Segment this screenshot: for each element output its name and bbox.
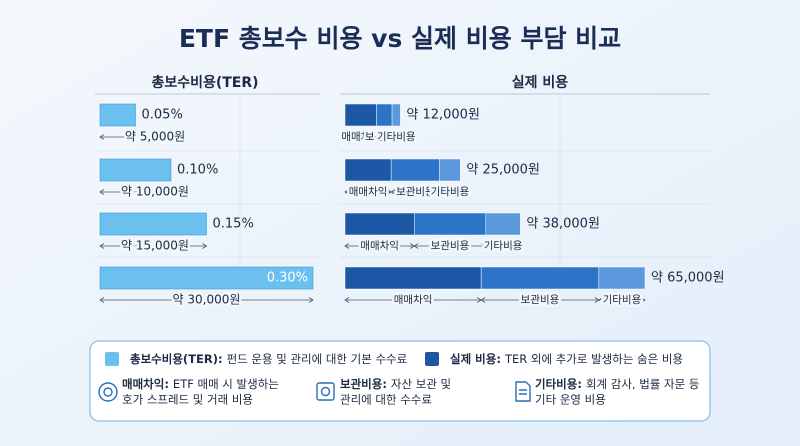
arrow-head — [166, 189, 172, 195]
bar — [99, 266, 314, 290]
bar — [99, 103, 136, 127]
note-desc: 호가 스프레드 및 거래 비용 — [122, 393, 253, 407]
note-text: 총보수비용(TER): 펀드 운용 및 관리에 대한 기본 수수료 — [130, 352, 407, 366]
total-label: 약 65,000원 — [651, 271, 725, 286]
arrow-head — [480, 297, 486, 303]
arrow-head — [308, 297, 314, 303]
segment-label: 기타비용 — [431, 186, 470, 198]
note-desc: ETF 매매 시 발생하는 — [173, 377, 279, 391]
bar-segment — [344, 266, 482, 290]
total-label: 약 12,000원 — [406, 108, 480, 123]
segment-label: 보관비용 — [396, 186, 435, 198]
note-desc: 펀드 운용 및 관리에 대한 기본 수수료 — [227, 352, 408, 366]
note-text: 실제 비용: TER 외에 추가로 발생하는 숨은 비용 — [450, 352, 683, 366]
note-term: 보관비용: — [340, 377, 387, 391]
value-label: 0.05% — [142, 108, 183, 123]
cost-label: 약 30,000원 — [173, 292, 241, 307]
legend-swatch — [105, 352, 119, 366]
value-label: 0.30% — [267, 271, 308, 286]
note-term: 기타비용: — [535, 377, 582, 391]
bar-segment — [390, 158, 440, 182]
bar-segment — [439, 158, 461, 182]
arrow-head — [344, 243, 350, 249]
cost-label: 약 5,000원 — [125, 129, 185, 144]
note-text: 매매차익: ETF 매매 시 발생하는 — [122, 377, 279, 391]
value-label: 0.10% — [177, 163, 218, 178]
arrow-head — [485, 243, 490, 249]
note-text: 기타비용: 회계 감사, 법률 자문 등 — [535, 377, 699, 391]
value-label: 0.15% — [213, 217, 254, 232]
note-desc: 회계 감사, 법률 자문 등 — [586, 377, 700, 391]
note-desc: 자산 보관 및 — [391, 377, 451, 391]
note-icons — [98, 381, 531, 402]
arrow-head — [99, 297, 105, 303]
segment-label: 매매차익 — [341, 131, 380, 143]
arrow-head — [99, 189, 105, 195]
notes-box — [89, 340, 711, 422]
segment-label: 매매차익 — [394, 294, 433, 306]
bar — [99, 158, 172, 182]
left-panel-title: 총보수비용(TER) — [151, 75, 258, 91]
arrow-head — [202, 243, 208, 249]
note-text: 보관비용: 자산 보관 및 — [340, 377, 451, 391]
arrow-head — [344, 189, 350, 195]
arrow-head — [413, 243, 419, 249]
page-title: ETF 총보수 비용 vs 실제 비용 부담 비교 — [179, 24, 621, 53]
note-term: 실제 비용: — [450, 352, 501, 366]
note-desc: 관리에 대한 수수료 — [340, 393, 432, 407]
arrow-head — [99, 243, 105, 249]
arrow-head — [438, 189, 444, 195]
bar-segment — [485, 212, 521, 236]
arrow-head — [344, 134, 350, 140]
note-term: 매매차익: — [122, 377, 169, 391]
arrow-head — [131, 134, 137, 140]
segment-label: 보관비용 — [431, 240, 470, 252]
segment-label: 기타비용 — [603, 294, 642, 306]
arrow-head — [391, 134, 397, 140]
arrow-head — [99, 134, 105, 140]
bar-segment — [344, 212, 415, 236]
bar-segment — [391, 103, 401, 127]
total-label: 약 38,000원 — [526, 217, 600, 232]
segment-label: 매매차익 — [349, 186, 388, 198]
bar-segment — [344, 103, 377, 127]
legend-swatch — [425, 352, 439, 366]
segment-label: 기타비용 — [377, 131, 416, 143]
arrow-head — [640, 297, 646, 303]
bar-segment — [413, 212, 487, 236]
arrow-head — [375, 134, 381, 140]
segment-label: 기타비용 — [484, 240, 523, 252]
arrow-head — [390, 189, 396, 195]
note-term: 총보수비용(TER): — [130, 352, 223, 366]
cost-label: 약 15,000원 — [121, 238, 189, 253]
arrow-head — [344, 297, 350, 303]
arrow-head — [516, 243, 522, 249]
bar-segment — [344, 158, 392, 182]
segment-label: 매매차익 — [360, 240, 399, 252]
note-desc: TER 외에 추가로 발생하는 숨은 비용 — [504, 352, 683, 366]
right-panel-title: 실제 비용 — [512, 75, 569, 91]
bar — [99, 212, 207, 236]
bar-segment — [376, 103, 393, 127]
segment-label: 보관비용 — [365, 131, 404, 143]
cost-label: 약 10,000원 — [121, 184, 189, 199]
arrow-head — [456, 189, 462, 195]
arrow-head — [598, 297, 604, 303]
segment-label: 보관비용 — [521, 294, 560, 306]
arrow-head — [396, 134, 402, 140]
note-desc: 기타 운영 비용 — [535, 393, 606, 407]
total-label: 약 25,000원 — [466, 163, 540, 178]
bar-segment — [598, 266, 646, 290]
bar-segment — [480, 266, 600, 290]
